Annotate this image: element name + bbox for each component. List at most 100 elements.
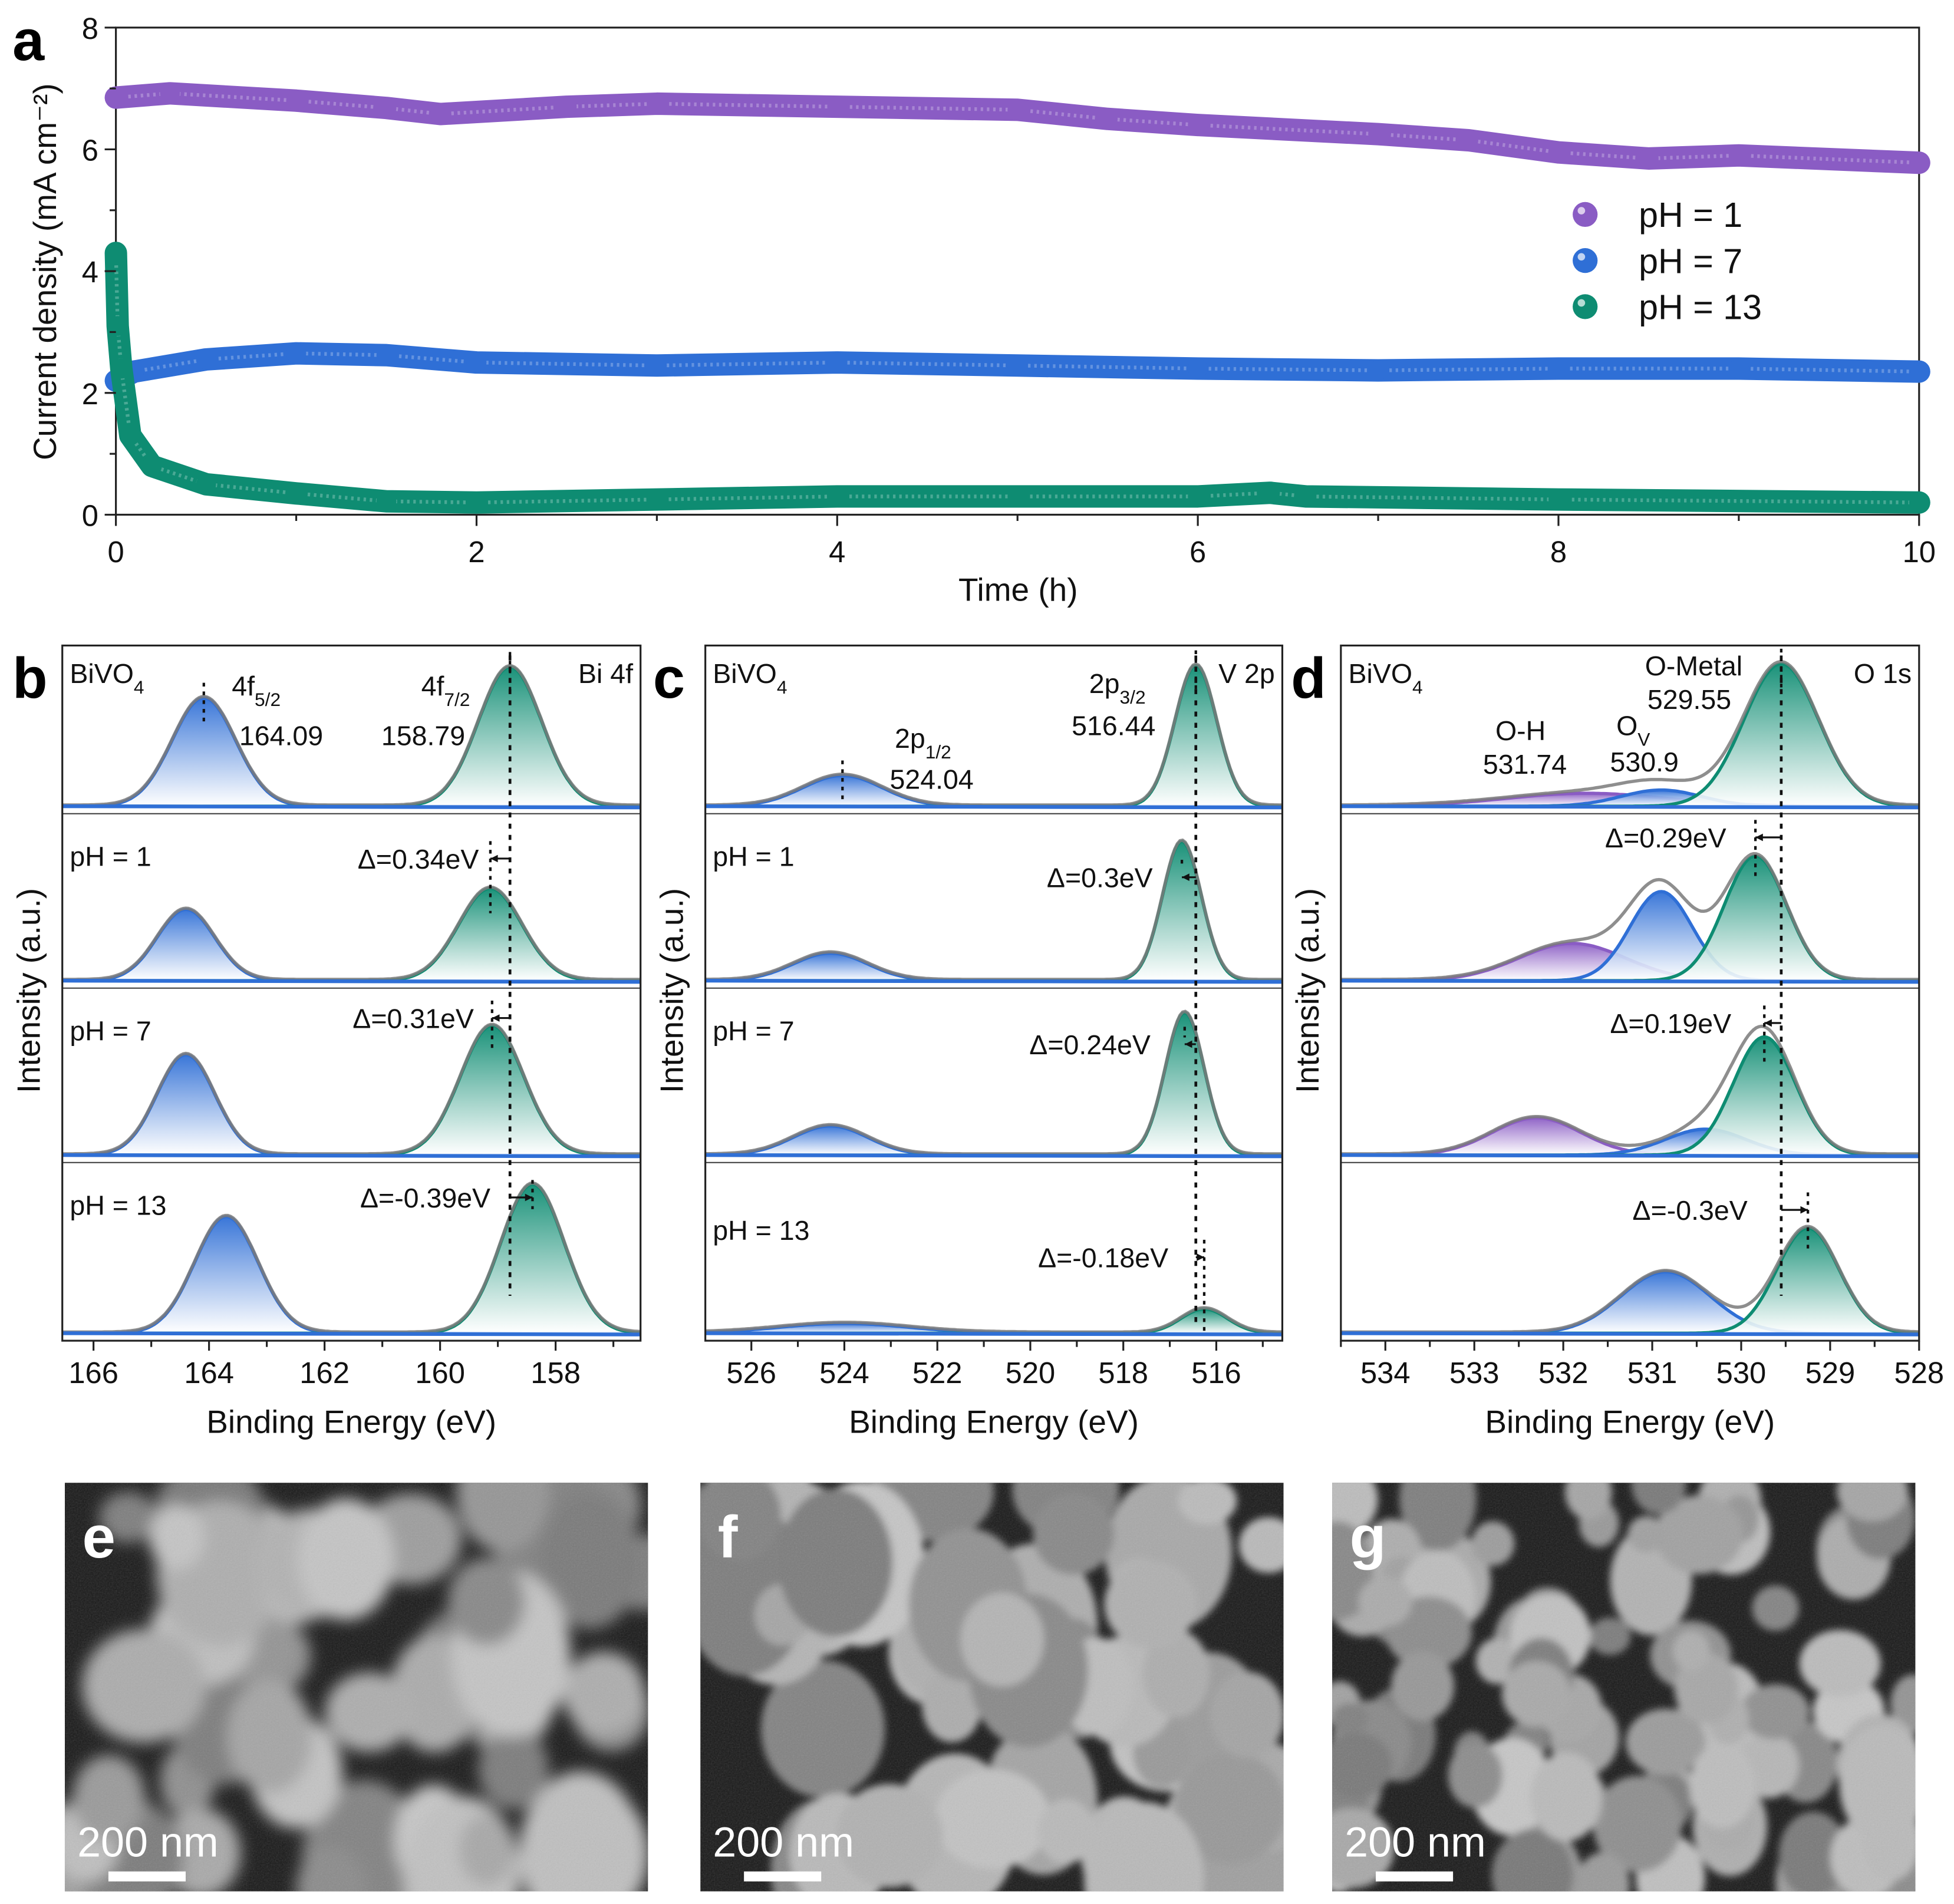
y-tick-label: 0 <box>82 499 98 532</box>
data-point <box>160 83 180 104</box>
shift-annotation: Δ=0.34eV <box>358 844 479 875</box>
data-point <box>106 243 126 263</box>
data-point <box>466 352 487 373</box>
sem-image-f: f 200 nm <box>700 1483 1284 1892</box>
legend-marker-highlight <box>1577 253 1586 261</box>
spectrum-row <box>62 1181 641 1337</box>
shift-arrowhead <box>1184 1040 1192 1048</box>
peak-fill <box>62 698 641 807</box>
data-point <box>141 456 162 476</box>
series-texture-1 <box>115 351 1919 382</box>
data-point <box>196 349 216 369</box>
panel-label-d: d <box>1291 646 1326 710</box>
x-tick-label: 2 <box>468 535 485 569</box>
data-point <box>647 94 667 114</box>
data-point <box>111 358 131 379</box>
panel-label-b: b <box>12 646 47 710</box>
data-point <box>1007 100 1028 120</box>
data-point <box>376 345 397 365</box>
x-tick-label: 524 <box>819 1356 869 1390</box>
shift-arrowhead <box>1764 1019 1772 1027</box>
shift-annotation: Δ=-0.3eV <box>1633 1195 1748 1226</box>
peak-annotation-sub: 5/2 <box>255 689 281 710</box>
envelope-fit <box>1340 1024 1919 1156</box>
shift-annotation: Δ=0.31eV <box>352 1003 474 1034</box>
data-point <box>196 474 216 494</box>
data-point <box>466 492 487 513</box>
shift-annotation: Δ=0.29eV <box>1605 823 1726 853</box>
row-label-text: pH = 13 <box>70 1190 166 1221</box>
legend-a: pH = 1 pH = 7 pH = 13 <box>1573 195 1762 327</box>
row-label: pH = 1 <box>713 842 794 872</box>
baseline <box>1340 978 1919 984</box>
peak-fill <box>62 666 641 807</box>
panel-label-c: c <box>653 646 685 710</box>
peak-annotation-main: 530.9 <box>1610 747 1678 777</box>
peak-annotation: OV <box>1616 711 1650 750</box>
row-label-sub: 4 <box>1412 677 1423 698</box>
peak-fill <box>1340 891 1919 981</box>
spectrum-row <box>62 664 641 810</box>
legend-label: pH = 13 <box>1639 288 1762 327</box>
data-point <box>286 343 307 364</box>
peak-annotation-main: 4f <box>232 671 255 701</box>
row-label-sub: 4 <box>134 677 144 698</box>
data-point <box>1458 130 1478 150</box>
legend-label: pH = 1 <box>1639 195 1742 235</box>
peak-fill <box>705 841 1283 981</box>
baseline <box>62 1153 641 1159</box>
peak-annotation: 2p1/2 <box>895 723 951 763</box>
peak-fill <box>705 1126 1283 1156</box>
sem-noise <box>700 1483 1284 1892</box>
baseline <box>62 804 641 810</box>
row-label: pH = 7 <box>70 1016 151 1047</box>
data-point <box>647 355 667 376</box>
scale-bar-label: 200 nm <box>1345 1819 1486 1866</box>
spectrum-row <box>1340 1225 1919 1337</box>
data-point <box>1548 142 1569 163</box>
legend-marker <box>1573 202 1598 227</box>
x-tick-label: 164 <box>184 1356 234 1390</box>
legend-marker-highlight <box>1577 299 1586 307</box>
x-tick-label: 4 <box>829 535 845 569</box>
data-point <box>107 316 128 336</box>
envelope-fit <box>1340 852 1919 981</box>
y-axis-title-b: Intensity (a.u.) <box>11 888 47 1093</box>
peak-fill <box>705 1323 1283 1334</box>
legend-marker-highlight <box>1577 207 1586 215</box>
data-point <box>1639 149 1659 169</box>
data-point <box>1909 361 1929 382</box>
data-point <box>1188 486 1208 507</box>
peak-annotation-main: 516.44 <box>1072 711 1155 741</box>
sem-image-e: e 200 nm <box>64 1483 648 1892</box>
peak-fill <box>705 953 1283 981</box>
x-tick-label: 0 <box>108 535 124 569</box>
x-tick-label: 531 <box>1627 1356 1678 1390</box>
shift-arrowhead <box>1197 1253 1204 1261</box>
legend-marker <box>1573 294 1598 319</box>
x-tick-label: 8 <box>1550 535 1567 569</box>
baseline <box>1340 804 1919 810</box>
plot-frame-b <box>61 644 642 1342</box>
peak-fill <box>62 1216 641 1334</box>
baseline <box>62 1331 641 1337</box>
spectrum-row <box>705 1009 1283 1159</box>
peak-annotation: 2p3/2 <box>1089 668 1146 708</box>
spectrum-row <box>1340 1024 1919 1159</box>
row-label: pH = 13 <box>713 1215 809 1246</box>
data-point <box>1296 486 1316 507</box>
peak-annotation-main: O-H <box>1495 715 1546 746</box>
data-point <box>120 425 141 446</box>
x-tick-label: 530 <box>1716 1356 1767 1390</box>
peak-fill <box>62 888 641 981</box>
peak-fill <box>705 665 1283 807</box>
shift-arrowhead <box>1182 873 1189 881</box>
legend-label: pH = 7 <box>1639 241 1742 281</box>
y-axis-title-a: Current density (mA cm⁻²) <box>27 83 63 460</box>
peak-annotation: 531.74 <box>1483 749 1567 780</box>
x-tick-label: 522 <box>912 1356 963 1390</box>
x-tick-label: 533 <box>1449 1356 1500 1390</box>
